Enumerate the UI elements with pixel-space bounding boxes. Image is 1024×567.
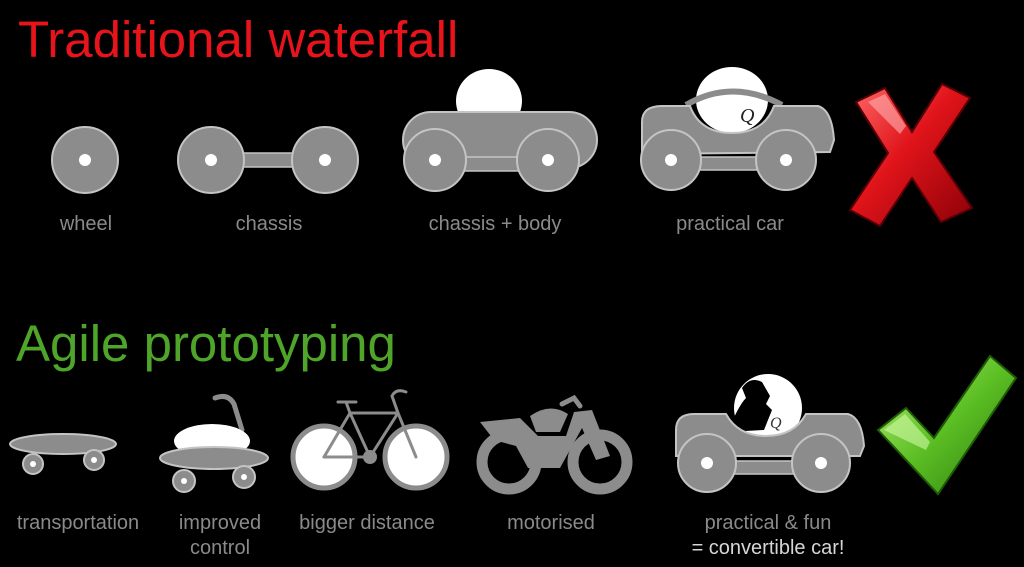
- svg-text:Q: Q: [740, 105, 755, 127]
- agile-step-label: practical & fun = convertible car!: [692, 511, 845, 561]
- agile-step-label: improved control: [179, 511, 261, 561]
- svg-text:Q: Q: [770, 415, 782, 432]
- waterfall-step-label: practical car: [676, 213, 784, 235]
- agile-step-label-line2: control: [189, 537, 251, 559]
- agile-step-label: bigger distance: [299, 512, 435, 534]
- chassis-body-illustration: [402, 69, 598, 192]
- wheel-illustration: [51, 126, 119, 194]
- agile-step-label-line1: practical & fun: [704, 512, 832, 534]
- waterfall-step-label: chassis + body: [428, 213, 562, 235]
- waterfall-step-label: chassis: [235, 213, 303, 235]
- waterfall-title: Traditional waterfall: [18, 11, 459, 68]
- convertible-car-illustration: Q: [675, 374, 866, 493]
- green-check-icon: [876, 354, 1018, 496]
- motorbike-illustration: [476, 394, 633, 495]
- red-x-icon: [848, 82, 974, 228]
- waterfall-step-label: wheel: [59, 213, 113, 235]
- agile-step-label-line2: = convertible car!: [691, 537, 845, 559]
- agile-step-label: motorised: [507, 512, 595, 534]
- agile-title: Agile prototyping: [16, 315, 396, 372]
- skateboard-illustration: [9, 433, 117, 475]
- practical-car-illustration: Q: [640, 67, 836, 191]
- agile-step-label-line1: improved: [178, 512, 262, 534]
- agile-step-label: transportation: [16, 512, 140, 534]
- bicycle-illustration: [290, 389, 450, 491]
- scooter-illustration: [159, 394, 269, 493]
- chassis-illustration: [177, 126, 359, 194]
